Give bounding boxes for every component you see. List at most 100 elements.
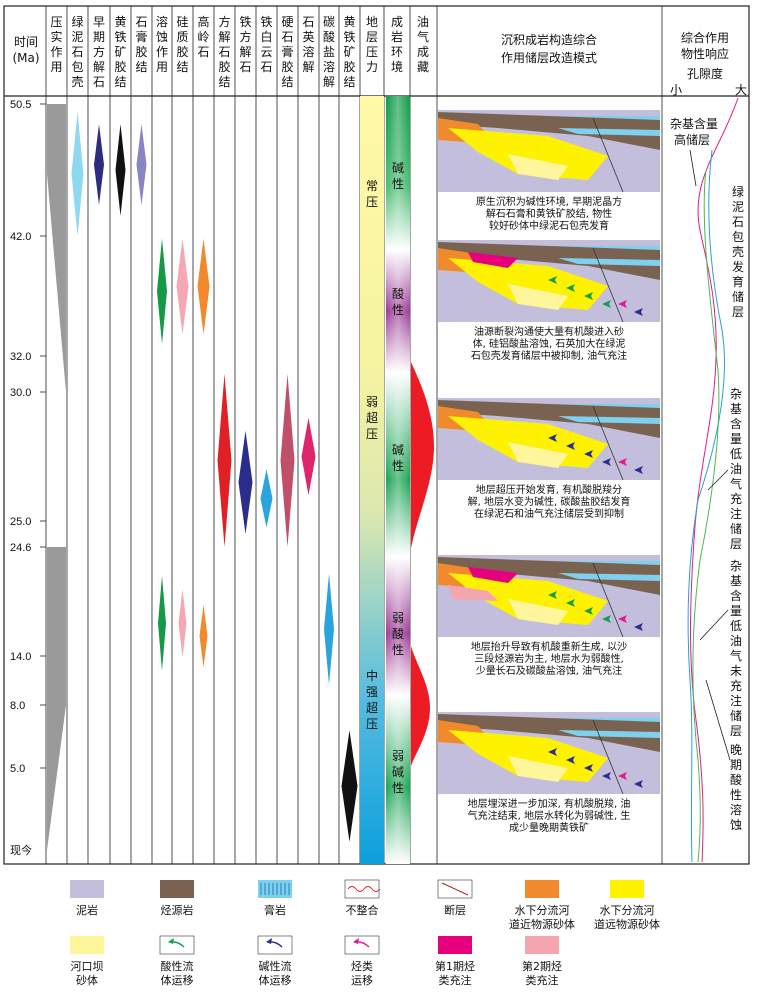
response-annotation-charged-char: 充 <box>730 491 742 506</box>
process-header-char: 胶 <box>343 59 355 74</box>
migration-arrow <box>602 772 611 780</box>
process-header-char: 石 <box>302 15 314 29</box>
source-rock-layer <box>438 400 660 438</box>
env-label-weak-acid-char: 酸 <box>392 626 404 641</box>
process-header-char: 压 <box>50 15 62 29</box>
migration-arrow <box>634 308 643 316</box>
time-tick-label: 8.0 <box>10 700 25 712</box>
process-header-char: 黄 <box>343 15 355 29</box>
process-header-char: 石 <box>93 75 105 89</box>
pressure-header-char: 压 <box>366 45 378 59</box>
process-header-char: 实 <box>50 29 62 44</box>
response-annotation-uncharged-char: 气 <box>730 648 742 663</box>
pressure-label-weak: 弱超压 <box>366 395 378 441</box>
process-header-char: 方 <box>218 14 230 29</box>
migration-arrow <box>548 276 557 284</box>
legend-label: 类充注 <box>439 973 472 987</box>
response-annotation-1a: 杂基含量 <box>670 116 718 131</box>
silica-cement-bar-1 <box>176 238 189 335</box>
legend-item-source: 烃源岩 <box>160 880 194 917</box>
migration-arrow <box>584 607 593 615</box>
response-annotation-uncharged-char: 油 <box>730 634 742 648</box>
environment-header-char: 成 <box>391 15 403 29</box>
gypsum-layer-inner <box>558 730 660 738</box>
process-header-char: 期 <box>93 30 105 44</box>
process-header-char: 铁 <box>114 30 126 44</box>
porosity-response: 杂基含量高储层绿泥石包壳发育储层杂基含量低油气充注储层杂基含量低油气未充注储层晚… <box>670 97 744 863</box>
process-header-char: 石 <box>239 60 251 74</box>
response-annotation-chlorite-char: 石 <box>732 215 744 229</box>
porosity-curve-green <box>692 169 720 863</box>
gypsum-layer-inner <box>558 258 660 266</box>
response-annotation-charged-char: 低 <box>730 447 742 461</box>
oil-charge-2 <box>411 646 430 766</box>
panel-caption-line: 在绿泥石和油气充注储层受到抑制 <box>474 507 624 520</box>
panel-caption-line: 油源断裂沟通使大量有机酸进入砂 <box>474 325 624 338</box>
panel-caption-line: 地层超压开始发育, 有机酸脱羧分 <box>476 483 622 496</box>
process-header-2: 绿泥石包壳 <box>71 14 83 89</box>
env-label-alkaline-2-char: 性 <box>392 459 404 473</box>
response-annotation-charged-char: 基 <box>730 402 742 416</box>
migration-arrow <box>602 300 611 308</box>
chlorite-rim-bar <box>71 111 84 236</box>
env-label-acid-char: 酸 <box>392 286 404 301</box>
legend-label: 水下分流河 <box>515 903 570 917</box>
process-header-char: 解 <box>323 75 335 89</box>
panel-caption-line: 成少量晚期黄铁矿 <box>509 821 589 834</box>
response-annotation-uncharged-char: 杂 <box>730 559 742 573</box>
legend-label: 道远物源砂体 <box>594 917 660 931</box>
source-rock-layer <box>438 242 660 280</box>
hydrocarbon-charge-1 <box>468 252 518 268</box>
process-header-char: 作 <box>50 45 62 59</box>
panel-caption-line: 原生沉积为碱性环境, 早期泥晶方 <box>476 195 622 208</box>
process-header-char: 酸 <box>323 29 335 44</box>
fault-line <box>592 117 624 193</box>
env-label-acid: 酸性 <box>392 286 404 317</box>
annotation-pointer <box>707 469 729 491</box>
process-header-char: 壳 <box>71 75 83 89</box>
source-swatch <box>160 880 194 898</box>
process-header-char: 结 <box>135 60 147 74</box>
panel-caption-line: 石包壳发育储层中被抑制, 油气充注 <box>471 349 627 362</box>
silica-cement-bar-2 <box>178 589 187 658</box>
response-annotation-late-dissolution-char: 期 <box>730 758 742 772</box>
process-header-char: 盐 <box>323 45 335 59</box>
time-header: 时间 <box>14 35 38 49</box>
migration-arrow <box>548 748 557 756</box>
environment-gradient-overlay <box>386 96 410 864</box>
annotation-pointer <box>705 679 731 761</box>
oil-header-char: 藏 <box>417 60 429 74</box>
env-label-weak-acid-char: 性 <box>392 643 404 657</box>
response-annotation-uncharged-char: 层 <box>730 724 742 738</box>
response-annotation-chlorite-char: 层 <box>732 305 744 319</box>
oil-charge-1 <box>411 362 434 548</box>
process-header-char: 胶 <box>114 59 126 74</box>
migration-arrow <box>584 764 593 772</box>
response-annotation-chlorite-char: 储 <box>732 289 744 304</box>
anhydrite-cement-bar <box>280 374 295 547</box>
response-annotation-uncharged-char: 含 <box>730 588 742 603</box>
process-header-8: 高岭石 <box>197 14 209 59</box>
process-header-char: 黄 <box>114 15 126 29</box>
process-header-char: 解 <box>302 60 314 74</box>
process-header-char: 石 <box>281 30 293 44</box>
far-source-sand <box>448 128 608 180</box>
response-annotation-charged-char: 气 <box>730 476 742 491</box>
process-header-4: 黄铁矿胶结 <box>114 15 126 89</box>
panel-caption-line: 解石石膏和黄铁矿胶结, 物性 <box>486 207 612 220</box>
porosity-curve-blue <box>687 149 726 863</box>
time-tick-label: 42.0 <box>10 231 31 243</box>
mouth-bar-sand <box>508 284 568 310</box>
compaction-bar-gap-upper <box>47 173 66 547</box>
